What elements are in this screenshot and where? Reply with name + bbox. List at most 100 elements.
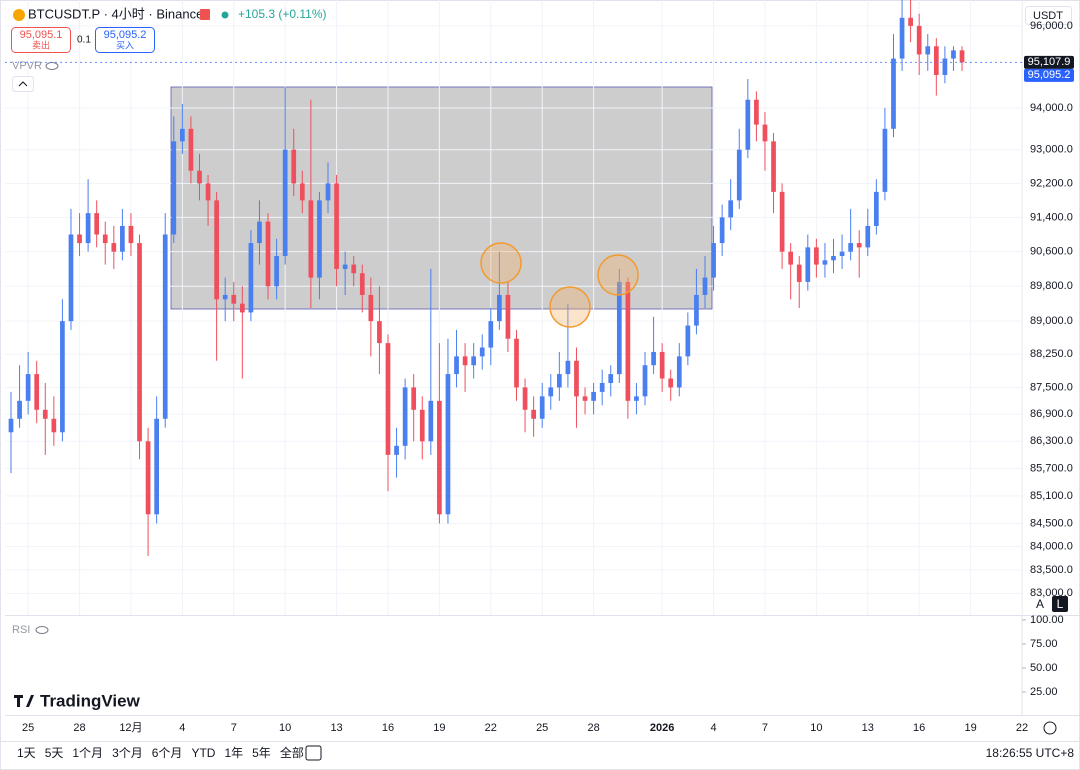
- candle-body: [574, 360, 579, 397]
- candle-body: [625, 281, 631, 401]
- y-tick-label: 86,900.0: [1030, 408, 1073, 420]
- candle-body: [137, 243, 142, 442]
- currency-label[interactable]: USDT: [1033, 10, 1063, 22]
- sell-button[interactable]: 95,095.1 卖出: [11, 27, 71, 53]
- candle-body: [308, 200, 314, 278]
- currency-box[interactable]: [1025, 6, 1072, 25]
- brand-logo: [14, 695, 34, 707]
- candle-body: [317, 200, 322, 278]
- bid-price-tag: [1024, 68, 1074, 82]
- range-button[interactable]: 1个月: [72, 746, 103, 760]
- y-tick-label: 85,700.0: [1030, 462, 1073, 474]
- range-button[interactable]: 1天: [17, 746, 36, 760]
- candle-body: [796, 264, 802, 282]
- candle-body: [205, 183, 211, 201]
- candle-body: [882, 128, 888, 192]
- candle-body: [342, 264, 348, 269]
- y-tick-label: 83,000.0: [1030, 587, 1073, 599]
- y-tick-label: 87,500.0: [1030, 381, 1073, 393]
- candle-body: [248, 243, 254, 313]
- candle-body: [736, 149, 742, 201]
- buy-label[interactable]: 买入: [116, 40, 134, 50]
- candle-body: [814, 247, 819, 265]
- symbol-title: BTCUSDT.P · 4小时 · Binance: [28, 6, 203, 21]
- log-button[interactable]: [1052, 596, 1068, 612]
- buy-button[interactable]: 95,095.2 买入: [95, 27, 155, 53]
- range-button[interactable]: 1年: [224, 746, 243, 760]
- sell-label[interactable]: 卖出: [32, 39, 50, 50]
- candle-body: [548, 387, 554, 397]
- y-tick-label: 93,000.0: [1030, 144, 1073, 156]
- x-tick-label: 2026: [650, 722, 674, 734]
- candle-body: [282, 149, 288, 256]
- vpvr-label: VPVR: [12, 60, 42, 72]
- candle-body: [394, 445, 399, 455]
- annotations: [480, 242, 639, 328]
- candle-body: [68, 234, 74, 322]
- candle-body: [428, 400, 434, 442]
- range-button[interactable]: 全部: [280, 745, 304, 760]
- candle-body: [865, 225, 871, 248]
- range-button[interactable]: 3个月: [112, 746, 143, 760]
- candle-body: [591, 391, 596, 401]
- candle-body: [831, 255, 836, 261]
- candle-body: [668, 378, 674, 388]
- candle-body: [951, 50, 956, 59]
- candle-body: [162, 234, 168, 419]
- auto-label[interactable]: A: [1036, 597, 1044, 611]
- candle-body: [685, 325, 691, 357]
- x-tick-label: 28: [73, 722, 85, 734]
- x-tick-label: 22: [485, 722, 497, 734]
- y-tick-label: 86,300.0: [1030, 435, 1073, 447]
- settings-icon[interactable]: [1043, 721, 1057, 735]
- candle-body: [299, 183, 305, 201]
- range-button[interactable]: YTD: [191, 746, 215, 760]
- symbol-logo: [13, 9, 25, 21]
- rsi-tick-label: 50.00: [1030, 662, 1058, 674]
- candle-body: [599, 382, 605, 392]
- candle-body: [694, 294, 699, 326]
- log-label[interactable]: L: [1057, 597, 1064, 611]
- candle-body: [94, 213, 100, 235]
- candle-body: [754, 99, 759, 125]
- buy-box[interactable]: [95, 27, 155, 53]
- candle-body: [445, 374, 451, 515]
- range-button[interactable]: 6个月: [152, 746, 183, 760]
- candle-body: [908, 17, 913, 26]
- candle-body: [899, 17, 905, 59]
- x-tick-label: 19: [964, 722, 976, 734]
- candle-body: [916, 25, 922, 55]
- sell-box[interactable]: [11, 27, 71, 53]
- sell-price[interactable]: 95,095.1: [20, 29, 63, 41]
- candle-body: [222, 294, 228, 300]
- range-button[interactable]: 5天: [45, 746, 64, 760]
- candle-body: [351, 264, 357, 274]
- goto-date-icon[interactable]: [305, 745, 322, 761]
- candle-body: [762, 124, 768, 142]
- chevron-icon: [18, 81, 28, 87]
- candle-body: [608, 374, 614, 383]
- candle-body: [873, 191, 879, 226]
- visibility-icon[interactable]: [35, 626, 49, 634]
- candle-body: [462, 356, 468, 366]
- x-tick-label: 22: [1016, 722, 1028, 734]
- range-button[interactable]: 5年: [252, 746, 271, 760]
- candle-body: [805, 247, 811, 282]
- rsi-tick-label: 25.00: [1030, 686, 1058, 698]
- rsi-tick-label: 100.00: [1030, 614, 1064, 626]
- candle-body: [839, 251, 845, 256]
- candle-body: [891, 58, 896, 129]
- candle-body: [616, 281, 622, 375]
- collapse-button[interactable]: [12, 76, 34, 92]
- auto-button[interactable]: [1032, 596, 1048, 612]
- y-tick-label: 96,000.0: [1030, 20, 1073, 32]
- candle-body: [856, 243, 862, 248]
- flag-icon[interactable]: [200, 9, 210, 20]
- candle-body: [197, 170, 202, 184]
- candle-body: [771, 141, 776, 192]
- buy-price[interactable]: 95,095.2: [104, 29, 147, 41]
- currency-button[interactable]: USDT: [1025, 6, 1072, 25]
- candle-body: [497, 294, 502, 322]
- x-tick-label: 25: [22, 722, 34, 734]
